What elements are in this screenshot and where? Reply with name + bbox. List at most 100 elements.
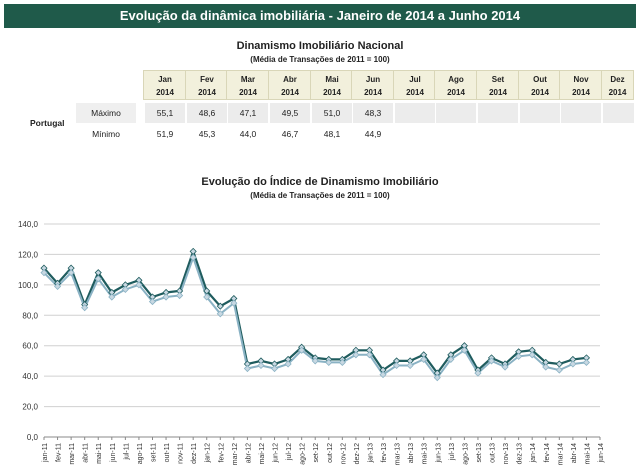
month-header: Jun 2014 xyxy=(351,70,395,100)
table-cell xyxy=(436,103,476,123)
x-tick-label: abr-14 xyxy=(571,443,578,463)
month-header: Mai 2014 xyxy=(310,70,354,100)
country-label: Portugal xyxy=(30,118,65,128)
month-header: Mar 2014 xyxy=(226,70,270,100)
x-tick-label: jan-11 xyxy=(42,443,49,463)
table-cell: 47,1 xyxy=(228,103,268,123)
data-point xyxy=(284,360,292,368)
table-cell xyxy=(603,103,634,123)
x-tick-label: abr-12 xyxy=(245,443,252,463)
data-point xyxy=(216,302,224,310)
y-tick-label: 20,0 xyxy=(22,403,38,412)
x-tick-label: out-12 xyxy=(327,443,334,463)
data-point xyxy=(460,346,468,354)
data-point xyxy=(243,364,251,373)
table-cell: 48,1 xyxy=(323,129,341,139)
month-header: Out 2014 xyxy=(518,70,562,100)
x-tick-label: ago-12 xyxy=(300,443,307,465)
x-tick-label: mar-12 xyxy=(232,443,239,465)
data-point xyxy=(67,269,75,277)
x-tick-label: ago-11 xyxy=(137,443,144,464)
month-header: Set 2014 xyxy=(476,70,520,100)
data-point xyxy=(40,269,48,277)
row-label-maximo: Máximo xyxy=(76,103,136,123)
data-point xyxy=(94,275,102,283)
y-tick-label: 0,0 xyxy=(27,433,39,442)
data-point xyxy=(230,299,238,307)
x-tick-label: mar-11 xyxy=(69,443,76,465)
x-tick-label: mar-13 xyxy=(395,443,402,465)
x-tick-label: nov-12 xyxy=(340,443,347,465)
data-point xyxy=(270,364,279,373)
table-title: Dinamismo Imobiliário Nacional xyxy=(236,40,404,52)
x-tick-label: dez-11 xyxy=(191,443,198,464)
index-line-chart: 0,0 20,0 40,0 60,0 80,0 100,0 120,0 140,0 jan-11… xyxy=(18,220,605,465)
x-tick-label: fev-11 xyxy=(56,443,63,462)
data-point xyxy=(365,351,374,359)
x-tick-label: jan-12 xyxy=(205,443,212,464)
y-tick-label: 100,0 xyxy=(18,281,39,290)
data-point xyxy=(555,360,563,368)
x-tick-label: fev-13 xyxy=(381,443,388,463)
table-cell: 51,9 xyxy=(156,129,174,139)
x-tick-label: dez-13 xyxy=(517,443,524,465)
x-tick-label: jul-13 xyxy=(449,443,456,461)
table-cell: 48,3 xyxy=(353,103,393,123)
x-tick-label: mai-13 xyxy=(422,443,429,465)
x-tick-label: jul-12 xyxy=(286,443,293,461)
x-tick-label: mai-12 xyxy=(259,443,266,465)
table-cell xyxy=(478,124,518,144)
table-cell xyxy=(520,103,560,123)
x-tick-label: jun-11 xyxy=(110,443,117,463)
data-point xyxy=(257,361,265,370)
y-tick-label: 120,0 xyxy=(18,250,39,259)
x-tick-label: jul-11 xyxy=(123,443,130,461)
data-point xyxy=(487,357,496,365)
x-tick-label: nov-11 xyxy=(178,443,185,464)
x-tick-label: jan-14 xyxy=(530,443,537,464)
chart-subtitle: (Média de Transações de 2011 = 100) xyxy=(250,191,390,200)
data-point xyxy=(298,346,306,354)
x-tick-label: nov-13 xyxy=(503,443,510,465)
x-tick-label: mai-14 xyxy=(584,443,591,465)
table-cell: 44,9 xyxy=(364,129,382,139)
x-tick-label: mar-14 xyxy=(557,443,564,465)
data-point xyxy=(121,285,129,293)
table-cell xyxy=(395,124,435,144)
table-cell xyxy=(561,103,601,123)
table-cell: 55,1 xyxy=(145,103,185,123)
data-point xyxy=(311,357,319,365)
y-tick-label: 140,0 xyxy=(18,220,39,229)
x-tick-label: ago-13 xyxy=(462,443,469,465)
data-point xyxy=(53,282,62,290)
x-tick-label: jun-13 xyxy=(435,443,442,464)
x-tick-label: jan-13 xyxy=(367,443,374,464)
x-tick-label: set-11 xyxy=(150,443,157,462)
month-header: Fev 2014 xyxy=(185,70,229,100)
data-point xyxy=(542,363,550,371)
y-tick-label: 60,0 xyxy=(22,342,38,351)
data-point xyxy=(528,351,536,359)
data-point xyxy=(81,304,89,312)
x-tick-label: set-13 xyxy=(476,443,483,463)
x-tick-label: dez-12 xyxy=(354,443,361,465)
data-point xyxy=(325,358,333,367)
data-point xyxy=(420,355,428,363)
data-point xyxy=(189,247,197,255)
data-point xyxy=(108,293,116,301)
table-cell: 46,7 xyxy=(281,129,299,139)
data-point xyxy=(203,293,211,301)
table-cell: 49,5 xyxy=(270,103,310,123)
x-tick-label: out-11 xyxy=(164,443,171,462)
table-cell xyxy=(436,124,476,144)
data-point xyxy=(135,281,143,289)
data-point xyxy=(176,291,184,300)
page-banner: Evolução da dinâmica imobiliária - Janei… xyxy=(4,4,636,28)
data-point xyxy=(555,366,563,374)
x-tick-label: set-12 xyxy=(313,443,320,463)
table-cell xyxy=(478,103,518,123)
data-point xyxy=(216,310,224,318)
y-tick-label: 80,0 xyxy=(22,311,38,320)
table-cell: 45,3 xyxy=(198,129,216,139)
y-tick-label: 40,0 xyxy=(22,372,38,381)
